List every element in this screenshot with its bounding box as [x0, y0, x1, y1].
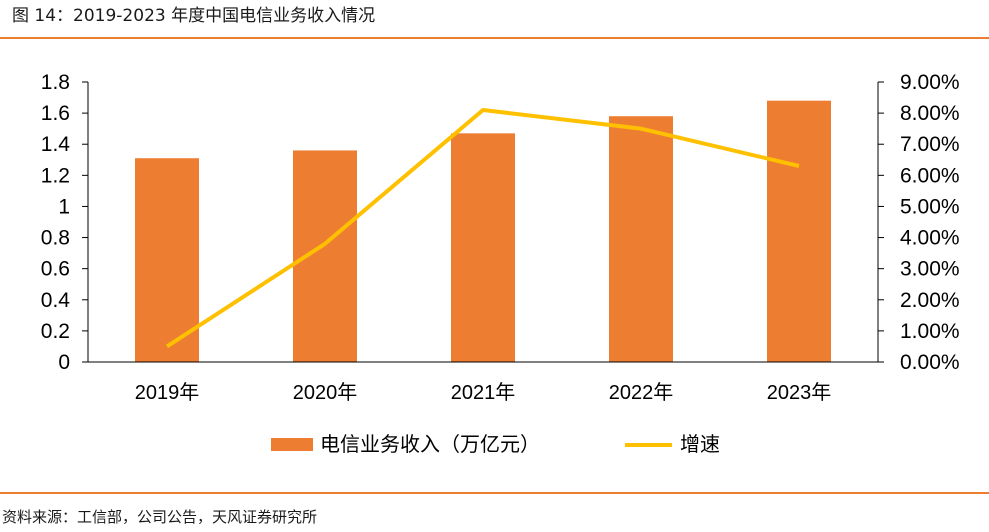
- left-tick-label: 0.4: [41, 289, 71, 312]
- legend-line-label: 增速: [680, 433, 720, 456]
- right-tick-label: 9.00%: [900, 71, 960, 94]
- right-tick-label: 8.00%: [900, 102, 960, 125]
- left-tick-label: 1.6: [41, 102, 70, 125]
- left-tick-label: 1.2: [41, 164, 70, 187]
- left-tick-label: 1: [58, 195, 70, 218]
- left-tick-label: 0: [58, 351, 70, 374]
- left-tick-label: 0.8: [41, 227, 70, 250]
- left-tick-label: 0.2: [41, 320, 70, 343]
- bar: [451, 133, 515, 362]
- source-rule: [0, 492, 989, 494]
- x-axis: 2019年 2020年 2021年 2022年 2023年: [88, 361, 878, 404]
- x-tick-label: 2023年: [767, 381, 832, 404]
- chart: 0 0.2 0.4 0.6 0.8 1 1.2 1.4 1.6 1.8 0.00% 1.00% 2.0…: [41, 71, 960, 456]
- left-tick-label: 1.8: [41, 71, 70, 94]
- x-tick-label: 2021年: [451, 381, 516, 404]
- right-tick-label: 0.00%: [900, 351, 960, 374]
- right-tick-label: 4.00%: [900, 227, 960, 250]
- right-tick-label: 2.00%: [900, 289, 960, 312]
- x-tick-label: 2020年: [293, 381, 358, 404]
- x-tick-label: 2019年: [135, 381, 200, 404]
- growth-line: [165, 108, 800, 349]
- legend-bar-swatch: [271, 438, 313, 451]
- left-tick-label: 0.6: [41, 258, 70, 281]
- legend: 电信业务收入（万亿元） 增速: [271, 433, 720, 456]
- bar-series: [135, 100, 831, 362]
- right-tick-label: 3.00%: [900, 258, 960, 281]
- bar: [135, 158, 199, 362]
- title-rule: [0, 37, 989, 39]
- bar: [609, 116, 673, 362]
- right-tick-label: 6.00%: [900, 164, 960, 187]
- chart-title: 图 14：2019-2023 年度中国电信业务收入情况: [12, 6, 376, 26]
- line-series: [165, 108, 800, 349]
- right-tick-label: 7.00%: [900, 133, 960, 156]
- left-tick-label: 1.4: [41, 133, 71, 156]
- bar: [767, 100, 831, 362]
- left-y-axis: 0 0.2 0.4 0.6 0.8 1 1.2 1.4 1.6 1.8: [41, 71, 89, 374]
- x-tick-label: 2022年: [609, 381, 674, 404]
- right-tick-label: 5.00%: [900, 195, 960, 218]
- source-note: 资料来源：工信部，公司公告，天风证券研究所: [2, 508, 318, 526]
- right-tick-label: 1.00%: [900, 320, 960, 343]
- right-y-axis: 0.00% 1.00% 2.00% 3.00% 4.00% 5.00% 6.00% 7.00%…: [877, 71, 960, 374]
- legend-bar-label: 电信业务收入（万亿元）: [320, 433, 540, 456]
